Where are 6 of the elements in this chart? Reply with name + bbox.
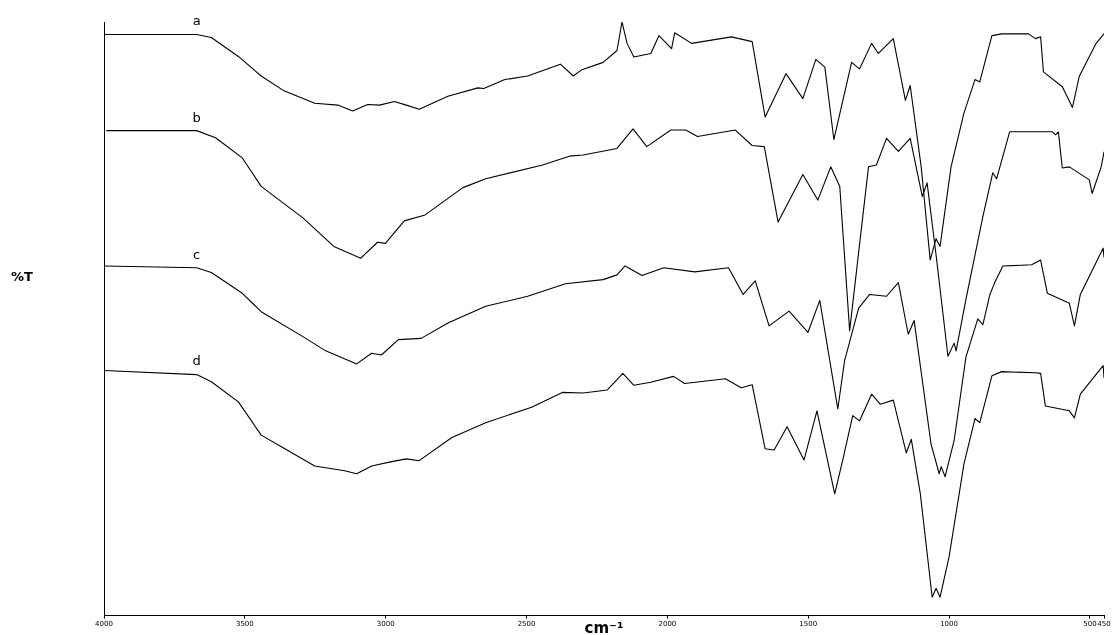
series-label: c xyxy=(193,246,201,262)
series-label: d xyxy=(192,353,201,369)
x-axis-title: cm⁻¹ xyxy=(584,619,624,635)
series-label: b xyxy=(192,109,201,125)
y-axis-title: %T xyxy=(11,268,34,284)
series-label: a xyxy=(192,13,201,29)
